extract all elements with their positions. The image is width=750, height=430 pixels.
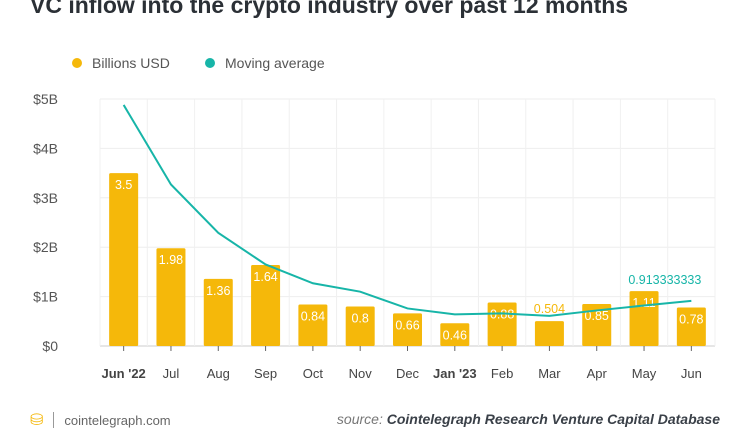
bar-data-label: 0.88 (490, 308, 514, 322)
y-tick-label: $2B (33, 239, 58, 255)
legend-item-bars: Billions USD (72, 55, 170, 71)
bar-data-label: 1.98 (159, 253, 183, 267)
bar (203, 278, 233, 346)
bar (109, 173, 139, 346)
bar (582, 304, 612, 346)
x-tick-label: Aug (207, 366, 230, 381)
x-tick-label: Jan '23 (433, 366, 477, 381)
bar-data-label: 0.504 (534, 302, 565, 316)
bar (676, 307, 706, 346)
legend-swatch (72, 58, 82, 68)
y-tick-label: $1B (33, 289, 58, 305)
bar-data-label: 1.11 (632, 296, 655, 310)
bar-data-label: 1.36 (206, 284, 230, 298)
x-tick-label: Nov (349, 366, 373, 381)
source-name: Cointelegraph Research Venture Capital D… (386, 411, 720, 427)
chart-plot: $0 $1B $2B $3B $4B $5B 3.5 Jun '22 1.98 Jul 1.36 Au… (33, 91, 716, 381)
cointelegraph-logo-icon: ⛁ (30, 412, 44, 429)
x-tick-label: Apr (587, 366, 608, 381)
y-tick-label: $5B (33, 91, 58, 107)
bar (251, 264, 281, 346)
line-end-label: 0.913333333 (628, 273, 701, 287)
x-tick-label: May (632, 366, 657, 381)
legend-label: Billions USD (92, 55, 170, 71)
divider (53, 412, 55, 428)
x-tick-label: Jun (681, 366, 702, 381)
bar-data-label: 0.66 (395, 318, 419, 332)
source-note: source: Cointelegraph Research Venture C… (337, 411, 720, 427)
legend-swatch (205, 58, 215, 68)
footer-logo: ⛁ cointelegraph.com (30, 410, 171, 430)
x-tick-label: Dec (396, 366, 420, 381)
bar-data-label: 0.85 (585, 309, 609, 323)
legend-label: Moving average (225, 55, 325, 71)
x-tick-label: Sep (254, 366, 277, 381)
bar (345, 306, 375, 346)
bar (393, 313, 422, 346)
bar (156, 248, 186, 346)
x-tick-label: Oct (303, 366, 324, 381)
bar-data-label: 1.64 (253, 270, 277, 284)
y-tick-label: $0 (42, 338, 58, 354)
chart-title: VC inflow into the crypto industry over … (30, 0, 629, 18)
x-tick-label: Feb (491, 366, 513, 381)
bar (440, 323, 470, 346)
y-tick-label: $3B (33, 190, 58, 206)
bar-data-label: 0.8 (351, 311, 368, 325)
bar-data-label: 0.46 (443, 328, 467, 342)
y-tick-label: $4B (33, 140, 58, 156)
x-tick-label: Jun '22 (102, 366, 146, 381)
bar-data-label: 3.5 (115, 178, 132, 192)
site-name: cointelegraph.com (64, 412, 171, 428)
bar-data-label: 0.78 (679, 312, 703, 326)
bar (298, 304, 328, 346)
moving-average-line (122, 104, 692, 317)
x-tick-label: Mar (538, 366, 561, 381)
legend-item-line: Moving average (205, 55, 325, 71)
x-tick-label: Jul (163, 366, 180, 381)
bar (534, 321, 564, 346)
source-prefix: source: (336, 411, 383, 427)
bar-data-label: 0.84 (301, 310, 325, 324)
